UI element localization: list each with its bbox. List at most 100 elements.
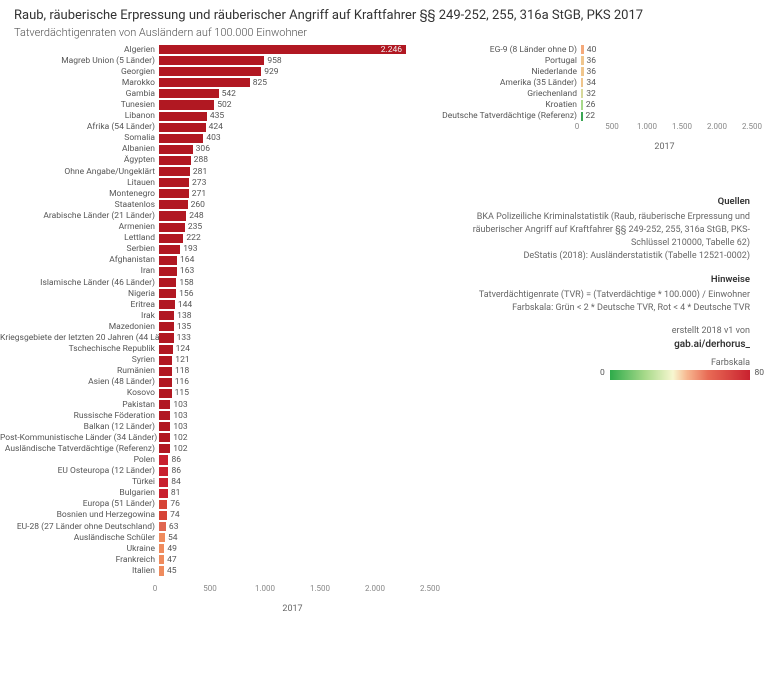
bar-row: Ausländische Schüler54 [0,532,430,543]
bar-value: 156 [179,289,193,299]
bar-label: Frankreich [0,555,159,565]
bar-row: Niederlande36 [432,66,752,77]
bar-area: 36 [581,66,752,77]
source-line-1: DeStatis (2018): Ausländerstatistik (Tab… [450,250,750,263]
bar-area: 102 [159,443,430,454]
bar-value: 403 [206,133,220,143]
bar-value: 103 [173,400,187,410]
bar-row: Serbien193 [0,244,430,255]
right-axis-title: 2017 [654,142,674,152]
bar [159,256,177,265]
axis-tick: 1.000 [637,122,657,131]
left-axis-title: 2017 [282,604,302,614]
axis-tick: 500 [605,122,619,131]
bar-area: 158 [159,277,430,288]
bar-value: 281 [193,167,207,177]
bar-value: 36 [587,67,597,77]
left-chart: Algerien2.246Magreb Union (5 Länder)958G… [0,44,430,664]
bar-label: Portugal [432,56,581,66]
bar [159,356,172,365]
bar-area: 288 [159,155,430,166]
bar-label: Litauen [0,178,159,188]
colorscale-min: 0 [600,368,605,378]
bar-area: 435 [159,111,430,122]
bar-label: Kosovo [0,388,159,398]
axis-tick: 2.000 [707,122,727,131]
bar-area: 81 [159,488,430,499]
bar-row: Magreb Union (5 Länder)958 [0,55,430,66]
bar-value: 248 [189,211,203,221]
bar-value: 86 [171,466,181,476]
bar-label: Kriegsgebiete der letzten 20 Jahren (44 … [0,333,159,343]
bar-value: 84 [171,477,181,487]
bar-row: Balkan (12 Länder)103 [0,421,430,432]
bar-area: 306 [159,144,430,155]
bar-row: Ägypten288 [0,155,430,166]
bar-value: 260 [191,200,205,210]
bar [159,245,180,254]
bar-value: 118 [175,366,189,376]
bar [581,56,584,65]
bar-value: 63 [169,522,179,532]
bar [159,522,166,531]
bar-label: Lettland [0,233,159,243]
bar-area: 248 [159,210,430,221]
bar-row: Mazedonien135 [0,321,430,332]
bar-value: 34 [586,78,596,88]
bar-area: 84 [159,477,430,488]
bar-value: 32 [586,89,596,99]
axis-tick: 2.000 [365,584,385,593]
bar-row: Amerika (35 Länder)34 [432,77,752,88]
bar-label: Iran [0,266,159,276]
bar-row: Afghanistan164 [0,255,430,266]
axis-tick: 1.500 [310,584,330,593]
bar-area: 542 [159,88,430,99]
bar-label: Europa (51 Länder) [0,499,159,509]
bar-area: 49 [159,543,430,554]
bar [159,345,173,354]
right-axis: 2017 05001.0001.5002.0002.500 [577,122,752,152]
bar [159,267,177,276]
left-bars-container: Algerien2.246Magreb Union (5 Länder)958G… [0,44,430,577]
bar [159,467,168,476]
bar-area: 124 [159,344,430,355]
bar-label: Marokko [0,78,159,88]
note-line-1: Farbskala: Grün < 2 * Deutsche TVR, Rot … [450,302,750,315]
bar-label: Ausländische Tatverdächtige (Referenz) [0,444,159,454]
bar-area: 34 [581,77,752,88]
bar-area: 74 [159,510,430,521]
bar [581,78,583,87]
bar-row: Georgien929 [0,66,430,77]
bar-row: Rumänien118 [0,366,430,377]
bar-value: 163 [180,266,194,276]
bar-value: 86 [171,455,181,465]
bar-area: 32 [581,88,752,99]
bar [159,67,261,76]
bar [159,333,174,342]
bar-value: 273 [192,178,206,188]
axis-tick: 2.500 [742,122,762,131]
bar [159,500,167,509]
bar-label: Russische Föderation [0,411,159,421]
bar-row: Asien (48 Länder)116 [0,377,430,388]
bar-label: Magreb Union (5 Länder) [0,56,159,66]
bar-area: 116 [159,377,430,388]
bar-area: 163 [159,266,430,277]
bar [159,178,189,187]
bar-area: 2.246 [159,44,430,55]
bar-label: Ägypten [0,155,159,165]
bar-row: Somalia403 [0,133,430,144]
bar-value: 76 [170,499,180,509]
bar-area: 403 [159,133,430,144]
bar [159,200,188,209]
side-panel: Quellen BKA Polizeiliche Kriminalstatist… [450,185,750,352]
bar [159,89,219,98]
bar-label: Griechenland [432,89,581,99]
bar-value: 81 [171,488,181,498]
bar-label: Tschechische Republik [0,344,159,354]
bar-label: Staatenlos [0,200,159,210]
bar-value: 103 [173,422,187,432]
bar-row: Gambia542 [0,88,430,99]
bar-row: Frankreich47 [0,554,430,565]
bar-value: 825 [253,78,267,88]
